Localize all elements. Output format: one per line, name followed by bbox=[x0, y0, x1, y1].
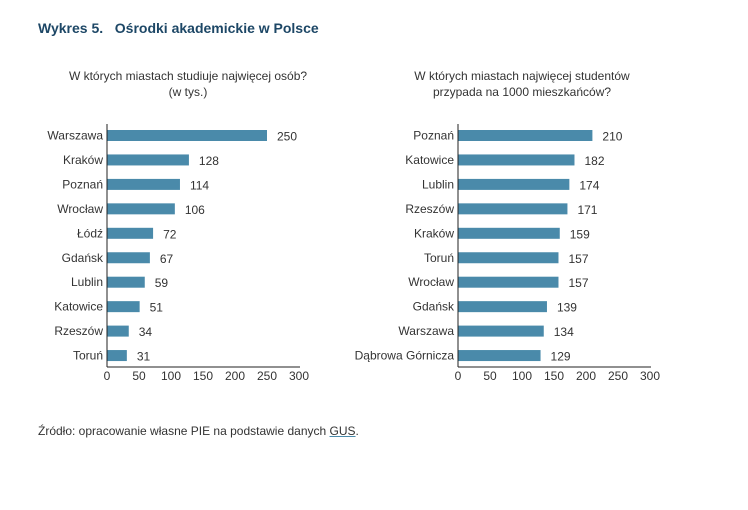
right-bar-2 bbox=[458, 178, 570, 190]
left-bar-5 bbox=[107, 252, 150, 264]
left-bar-4 bbox=[107, 227, 154, 239]
source-note: Źródło: opracowanie własne PIE na podsta… bbox=[38, 424, 359, 438]
left-x-tick-label: 150 bbox=[193, 369, 213, 383]
right-value-label: 129 bbox=[551, 350, 571, 364]
right-x-tick-label: 250 bbox=[608, 369, 628, 383]
left-value-label: 51 bbox=[150, 301, 164, 315]
right-value-label: 139 bbox=[557, 301, 577, 315]
right-x-tick-label: 0 bbox=[455, 369, 462, 383]
right-category-label: Kraków bbox=[414, 226, 454, 240]
right-category-label: Lublin bbox=[422, 177, 454, 191]
left-chart-title-line-2: (w tys.) bbox=[168, 85, 208, 99]
right-chart-title-line-2: przypada na 1000 mieszkańców? bbox=[432, 85, 612, 99]
left-value-label: 250 bbox=[277, 130, 297, 144]
right-bar-1 bbox=[458, 154, 575, 166]
left-bar-1 bbox=[107, 154, 189, 166]
right-chart-title-line-1: W których miastach najwięcej studentów bbox=[414, 69, 630, 83]
right-bar-8 bbox=[458, 325, 544, 337]
right-value-label: 134 bbox=[554, 325, 574, 339]
left-category-label: Toruń bbox=[73, 349, 103, 363]
left-x-tick-label: 0 bbox=[104, 369, 111, 383]
left-value-label: 31 bbox=[137, 350, 151, 364]
left-x-tick-label: 300 bbox=[289, 369, 309, 383]
left-bar-6 bbox=[107, 276, 145, 288]
right-x-tick-label: 100 bbox=[512, 369, 532, 383]
left-bar-0 bbox=[107, 130, 267, 141]
left-value-label: 59 bbox=[155, 276, 169, 290]
right-value-label: 157 bbox=[568, 276, 588, 290]
right-value-label: 171 bbox=[577, 203, 597, 217]
right-bar-3 bbox=[458, 203, 568, 215]
right-bar-7 bbox=[458, 301, 547, 313]
right-chart-title: W których miastach najwięcej studentów p… bbox=[352, 68, 692, 100]
right-bar-5 bbox=[458, 252, 559, 264]
left-category-label: Poznań bbox=[62, 177, 103, 191]
right-category-label: Katowice bbox=[405, 153, 454, 167]
left-bar-7 bbox=[107, 301, 140, 313]
right-value-label: 210 bbox=[602, 130, 622, 144]
left-bar-3 bbox=[107, 203, 175, 215]
right-x-tick-label: 50 bbox=[483, 369, 497, 383]
left-x-tick-label: 200 bbox=[225, 369, 245, 383]
right-category-label: Wrocław bbox=[408, 275, 454, 289]
left-category-label: Lublin bbox=[71, 275, 103, 289]
figure-title: Wykres 5. Ośrodki akademickie w Polsce bbox=[38, 20, 319, 36]
right-category-label: Dąbrowa Górnicza bbox=[355, 349, 455, 363]
left-category-label: Kraków bbox=[63, 153, 103, 167]
right-bar-6 bbox=[458, 276, 559, 288]
left-chart-title-line-1: W których miastach studiuje najwięcej os… bbox=[68, 69, 308, 83]
source-link-gus[interactable]: GUS bbox=[329, 424, 356, 438]
right-category-label: Warszawa bbox=[398, 324, 454, 338]
right-value-label: 182 bbox=[584, 154, 604, 168]
right-category-label: Poznań bbox=[413, 129, 454, 143]
right-category-label: Gdańsk bbox=[413, 300, 455, 314]
right-value-label: 157 bbox=[568, 252, 588, 266]
right-bar-4 bbox=[458, 227, 560, 239]
left-x-tick-label: 250 bbox=[257, 369, 277, 383]
right-category-label: Toruń bbox=[424, 251, 454, 265]
left-category-label: Rzeszów bbox=[54, 324, 103, 338]
left-value-label: 67 bbox=[160, 252, 174, 266]
right-bar-0 bbox=[458, 130, 593, 141]
left-bar-8 bbox=[107, 325, 129, 337]
left-value-label: 34 bbox=[139, 325, 153, 339]
right-value-label: 174 bbox=[579, 178, 599, 192]
right-x-tick-label: 150 bbox=[544, 369, 564, 383]
left-value-label: 72 bbox=[163, 227, 177, 241]
left-value-label: 106 bbox=[185, 203, 205, 217]
left-category-label: Wrocław bbox=[57, 202, 103, 216]
source-text: Źródło: opracowanie własne PIE na podsta… bbox=[38, 424, 330, 438]
right-x-tick-label: 200 bbox=[576, 369, 596, 383]
left-category-label: Łódź bbox=[77, 226, 103, 240]
left-value-label: 128 bbox=[199, 154, 219, 168]
left-chart-title: W których miastach studiuje najwięcej os… bbox=[18, 68, 358, 100]
left-x-tick-label: 50 bbox=[132, 369, 146, 383]
source-suffix: . bbox=[355, 424, 359, 438]
right-bar-9 bbox=[458, 350, 541, 362]
left-category-label: Warszawa bbox=[47, 129, 103, 143]
left-value-label: 114 bbox=[190, 178, 209, 192]
right-x-tick-label: 300 bbox=[640, 369, 660, 383]
left-x-tick-label: 100 bbox=[161, 369, 181, 383]
right-category-label: Rzeszów bbox=[405, 202, 454, 216]
left-bar-2 bbox=[107, 178, 180, 190]
left-bar-9 bbox=[107, 350, 127, 362]
left-category-label: Gdańsk bbox=[62, 251, 104, 265]
left-category-label: Katowice bbox=[54, 300, 103, 314]
right-value-label: 159 bbox=[570, 227, 590, 241]
